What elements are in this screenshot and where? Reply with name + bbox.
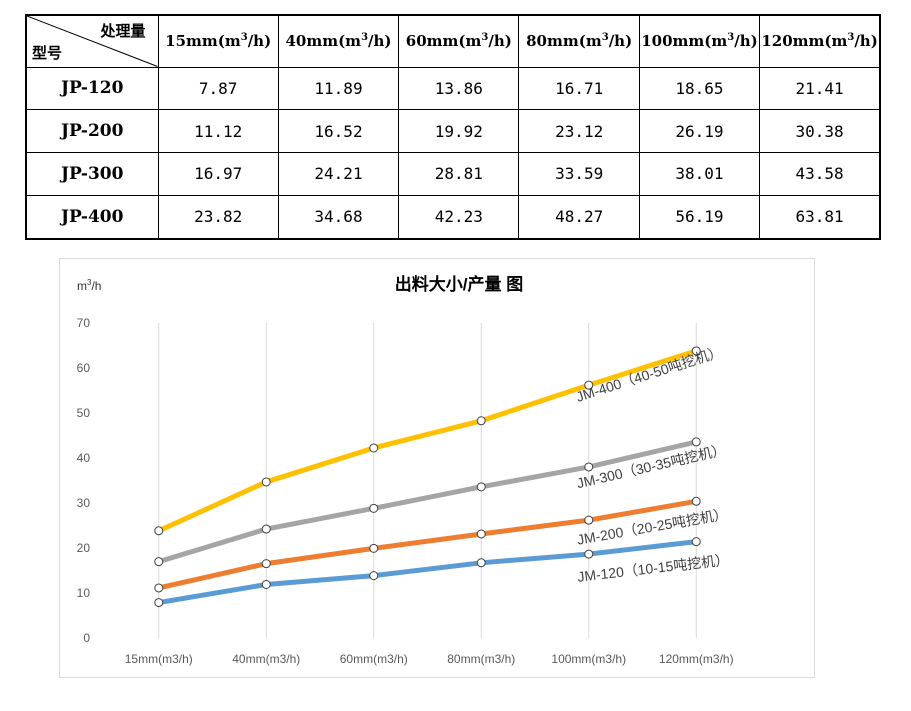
x-tick-label: 80mm(m3/h) [447,652,515,666]
data-point [584,462,594,472]
value-cell: 30.38 [759,109,881,153]
value-cell: 26.19 [638,109,761,153]
table-row: JP-400 23.82 34.68 42.23 48.27 56.19 63.… [25,194,881,240]
table-row: JP-200 11.12 16.52 19.92 23.12 26.19 30.… [25,109,881,153]
value-cell: 42.23 [398,194,520,240]
capacity-table: 处理量 型号 15mm(m3/h) 40mm(m3/h) 60mm(m3/h) … [25,14,881,240]
series-line [156,539,699,606]
y-tick-label: 70 [77,316,91,330]
data-point [369,443,379,453]
data-point [154,598,164,608]
value-cell: 19.92 [398,109,520,153]
value-cell: 11.89 [277,66,400,111]
table-corner-cell: 处理量 型号 [25,14,159,68]
series-line [156,498,699,591]
column-header: 60mm(m3/h) [398,14,520,68]
column-header: 40mm(m3/h) [277,14,400,68]
series-line [156,348,699,534]
value-cell: 7.87 [157,66,279,111]
value-cell: 34.68 [277,194,400,240]
data-point [154,583,164,593]
table-row: JP-300 16.97 24.21 28.81 33.59 38.01 43.… [25,151,881,196]
model-cell: JP-400 [25,194,159,240]
column-header: 15mm(m3/h) [157,14,279,68]
data-point [584,549,594,559]
y-tick-label: 10 [77,586,91,600]
corner-label-throughput: 处理量 [100,22,146,40]
value-cell: 38.01 [638,151,761,196]
data-point [584,380,594,390]
value-cell: 63.81 [759,194,881,240]
data-point [691,537,701,547]
value-cell: 24.21 [277,151,400,196]
chart-title: 出料大小/产量 图 [395,274,523,294]
value-cell: 16.52 [277,109,400,153]
column-header: 80mm(m3/h) [518,14,640,68]
table-row: JP-120 7.87 11.89 13.86 16.71 18.65 21.4… [25,66,881,111]
data-point [476,558,486,568]
data-point [369,543,379,553]
data-point [476,529,486,539]
series-label: JM-400（40-50吨挖机） [574,343,724,405]
series-label: JM-200（20-25吨挖机） [576,506,729,548]
x-tick-label: 120mm(m3/h) [659,652,734,666]
data-point [369,571,379,581]
value-cell: 33.59 [518,151,640,196]
y-axis-unit-label: m3/h [77,278,101,293]
value-cell: 23.82 [157,194,279,240]
x-tick-label: 40mm(m3/h) [232,652,300,666]
value-cell: 28.81 [398,151,520,196]
y-tick-label: 30 [77,496,91,510]
series-label: JM-120（10-15吨挖机） [577,551,730,584]
y-tick-label: 50 [77,406,91,420]
data-point [584,515,594,525]
corner-label-model: 型号 [32,43,63,62]
data-point [691,437,701,447]
table-header-row: 处理量 型号 15mm(m3/h) 40mm(m3/h) 60mm(m3/h) … [25,14,881,68]
value-cell: 43.58 [759,151,881,196]
value-cell: 16.71 [518,66,640,111]
data-point [476,416,486,426]
y-tick-label: 20 [77,541,91,555]
value-cell: 56.19 [638,194,761,240]
value-cell: 16.97 [157,151,279,196]
model-cell: JP-300 [25,151,159,196]
column-header: 120mm(m3/h) [759,14,881,68]
value-cell: 21.41 [759,66,881,111]
data-point [691,496,701,506]
value-cell: 18.65 [638,66,761,111]
diagonal-divider [27,16,158,67]
x-tick-label: 15mm(m3/h) [125,652,193,666]
model-cell: JP-200 [25,109,159,153]
data-point [154,526,164,536]
series-line [156,439,699,565]
x-tick-label: 100mm(m3/h) [551,652,626,666]
column-header: 100mm(m3/h) [638,14,761,68]
value-cell: 13.86 [398,66,520,111]
value-cell: 11.12 [157,109,279,153]
y-tick-label: 40 [77,451,91,465]
data-point [261,579,271,589]
data-point [261,559,271,569]
data-point [261,477,271,487]
data-point [691,346,701,356]
y-tick-label: 0 [83,631,90,645]
data-point [369,503,379,513]
line-chart: 出料大小/产量 图 m3/h 0 10 20 30 40 50 60 70 15mm(m3/h)… [77,274,734,666]
value-cell: 48.27 [518,194,640,240]
value-cell: 23.12 [518,109,640,153]
data-point [261,524,271,534]
chart-frame: 出料大小/产量 图 m3/h 0 10 20 30 40 50 60 70 15mm(m3/h)… [59,258,815,678]
model-cell: JP-120 [25,66,159,111]
data-point [154,557,164,567]
x-tick-label: 60mm(m3/h) [340,652,408,666]
data-point [476,482,486,492]
y-tick-label: 60 [77,361,91,375]
